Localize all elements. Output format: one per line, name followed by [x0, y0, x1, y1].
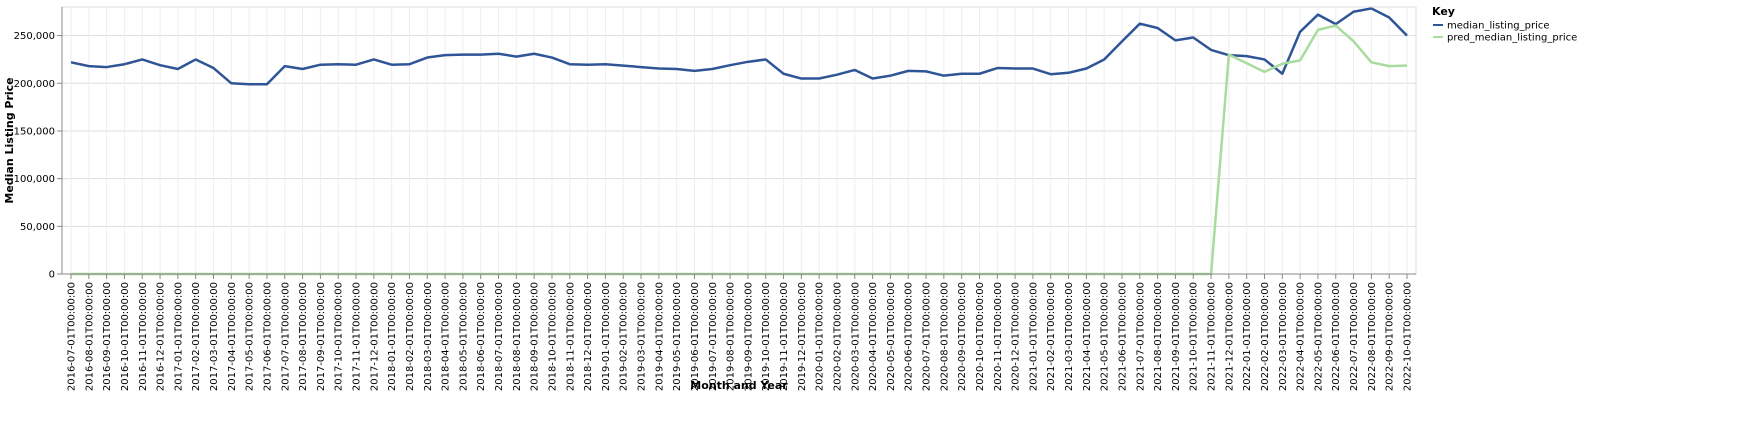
y-axis-title: Median Listing Price: [3, 77, 16, 203]
y-tick-label: 150,000: [14, 126, 55, 137]
x-tick-label: 2022-04-01T00:00:00: [1296, 282, 1307, 391]
x-tick-label: 2017-07-01T00:00:00: [280, 282, 291, 391]
x-tick-label: 2022-02-01T00:00:00: [1260, 282, 1271, 391]
y-tick-label: 0: [49, 270, 55, 281]
x-tick-label: 2018-06-01T00:00:00: [476, 282, 487, 391]
x-tick-label: 2019-11-01T00:00:00: [779, 282, 790, 391]
x-tick-label: 2017-03-01T00:00:00: [209, 282, 220, 391]
plot-frame: [61, 6, 1417, 275]
x-tick-label: 2021-04-01T00:00:00: [1082, 282, 1093, 391]
x-tick-label: 2018-08-01T00:00:00: [512, 282, 523, 391]
x-tick-label: 2017-08-01T00:00:00: [298, 282, 309, 391]
x-tick-label: 2021-05-01T00:00:00: [1100, 282, 1111, 391]
x-tick-label: 2021-09-01T00:00:00: [1171, 282, 1182, 391]
series-lines: [70, 7, 1408, 276]
x-tick-label: 2021-02-01T00:00:00: [1046, 282, 1057, 391]
x-tick-label: 2018-05-01T00:00:00: [458, 282, 469, 391]
x-tick-label: 2020-09-01T00:00:00: [957, 282, 968, 391]
x-tick-label: 2018-02-01T00:00:00: [405, 282, 416, 391]
x-tick-label: 2017-06-01T00:00:00: [262, 282, 273, 391]
x-tick-label: 2017-09-01T00:00:00: [316, 282, 327, 391]
x-tick-label: 2022-09-01T00:00:00: [1385, 282, 1396, 391]
x-axis: 2016-07-01T00:00:00 2016-08-01T00:00:00 20…: [62, 273, 1416, 391]
legend: Key median_listing_pricepred_median_list…: [1432, 5, 1577, 44]
x-tick-label: 2019-08-01T00:00:00: [726, 282, 737, 391]
x-tick-label: 2017-04-01T00:00:00: [227, 282, 238, 391]
x-tick-label: 2021-01-01T00:00:00: [1028, 282, 1039, 391]
x-tick-label: 2019-09-01T00:00:00: [743, 282, 754, 391]
x-tick-label: 2018-07-01T00:00:00: [494, 282, 505, 391]
x-tick-label: 2021-12-01T00:00:00: [1224, 282, 1235, 391]
y-tick-label: 50,000: [20, 222, 55, 233]
x-tick-label: 2016-09-01T00:00:00: [102, 282, 113, 391]
gridlines: [62, 7, 1416, 275]
x-tick-label: 2017-11-01T00:00:00: [352, 282, 363, 391]
x-tick-label: 2021-10-01T00:00:00: [1189, 282, 1200, 391]
x-tick-label: 2019-05-01T00:00:00: [672, 282, 683, 391]
x-tick-label: 2022-06-01T00:00:00: [1331, 282, 1342, 391]
x-tick-label: 2020-08-01T00:00:00: [939, 282, 950, 391]
x-tick-label: 2022-07-01T00:00:00: [1349, 282, 1360, 391]
x-tick-label: 2017-10-01T00:00:00: [334, 282, 345, 391]
x-tick-label: 2022-10-01T00:00:00: [1403, 282, 1414, 391]
x-tick-label: 2020-01-01T00:00:00: [815, 282, 826, 391]
legend-title: Key: [1432, 5, 1455, 18]
y-tick-label: 250,000: [14, 31, 55, 42]
x-tick-label: 2020-02-01T00:00:00: [832, 282, 843, 391]
x-tick-label: 2018-04-01T00:00:00: [441, 282, 452, 391]
y-tick-label: 200,000: [14, 79, 55, 90]
x-tick-label: 2020-12-01T00:00:00: [1011, 282, 1022, 391]
x-tick-label: 2021-07-01T00:00:00: [1135, 282, 1146, 391]
x-tick-label: 2019-12-01T00:00:00: [797, 282, 808, 391]
x-axis-title: Month and Year: [690, 379, 788, 392]
x-tick-label: 2016-07-01T00:00:00: [67, 282, 78, 391]
x-tick-label: 2020-11-01T00:00:00: [993, 282, 1004, 391]
x-tick-label: 2021-03-01T00:00:00: [1064, 282, 1075, 391]
x-tick-label: 2017-12-01T00:00:00: [369, 282, 380, 391]
x-tick-label: 2022-01-01T00:00:00: [1242, 282, 1253, 391]
y-tick-label: 100,000: [14, 174, 55, 185]
x-tick-label: 2019-01-01T00:00:00: [601, 282, 612, 391]
x-tick-label: 2016-10-01T00:00:00: [120, 282, 131, 391]
x-tick-label: 2020-10-01T00:00:00: [975, 282, 986, 391]
x-tick-label: 2022-08-01T00:00:00: [1367, 282, 1378, 391]
x-tick-label: 2021-08-01T00:00:00: [1153, 282, 1164, 391]
x-tick-label: 2017-05-01T00:00:00: [245, 282, 256, 391]
x-tick-label: 2020-07-01T00:00:00: [922, 282, 933, 391]
x-tick-label: 2020-06-01T00:00:00: [904, 282, 915, 391]
y-axis: 0 50,000 100,000 150,000 200,000 250,000: [14, 7, 63, 281]
series-line-median_listing_price: [70, 7, 1408, 86]
x-tick-label: 2022-03-01T00:00:00: [1278, 282, 1289, 391]
x-tick-label: 2018-03-01T00:00:00: [423, 282, 434, 391]
x-tick-label: 2016-12-01T00:00:00: [156, 282, 167, 391]
x-tick-label: 2018-01-01T00:00:00: [387, 282, 398, 391]
x-tick-label: 2018-09-01T00:00:00: [530, 282, 541, 391]
x-tick-label: 2020-03-01T00:00:00: [850, 282, 861, 391]
x-tick-label: 2019-04-01T00:00:00: [654, 282, 665, 391]
x-tick-label: 2019-02-01T00:00:00: [619, 282, 630, 391]
x-tick-label: 2018-12-01T00:00:00: [583, 282, 594, 391]
x-tick-label: 2019-10-01T00:00:00: [761, 282, 772, 391]
x-tick-label: 2022-05-01T00:00:00: [1313, 282, 1324, 391]
x-tick-label: 2017-01-01T00:00:00: [173, 282, 184, 391]
x-tick-label: 2018-10-01T00:00:00: [547, 282, 558, 391]
x-tick-label: 2018-11-01T00:00:00: [565, 282, 576, 391]
x-tick-label: 2019-07-01T00:00:00: [708, 282, 719, 391]
x-tick-label: 2020-05-01T00:00:00: [886, 282, 897, 391]
x-tick-label: 2021-06-01T00:00:00: [1117, 282, 1128, 391]
x-tick-label: 2019-06-01T00:00:00: [690, 282, 701, 391]
x-tick-label: 2016-08-01T00:00:00: [84, 282, 95, 391]
x-tick-label: 2020-04-01T00:00:00: [868, 282, 879, 391]
legend-label: median_listing_price: [1447, 21, 1550, 32]
x-tick-label: 2021-11-01T00:00:00: [1207, 282, 1218, 391]
x-tick-label: 2019-03-01T00:00:00: [637, 282, 648, 391]
x-tick-label: 2017-02-01T00:00:00: [191, 282, 202, 391]
legend-label: pred_median_listing_price: [1447, 33, 1577, 44]
x-tick-label: 2016-11-01T00:00:00: [138, 282, 149, 391]
